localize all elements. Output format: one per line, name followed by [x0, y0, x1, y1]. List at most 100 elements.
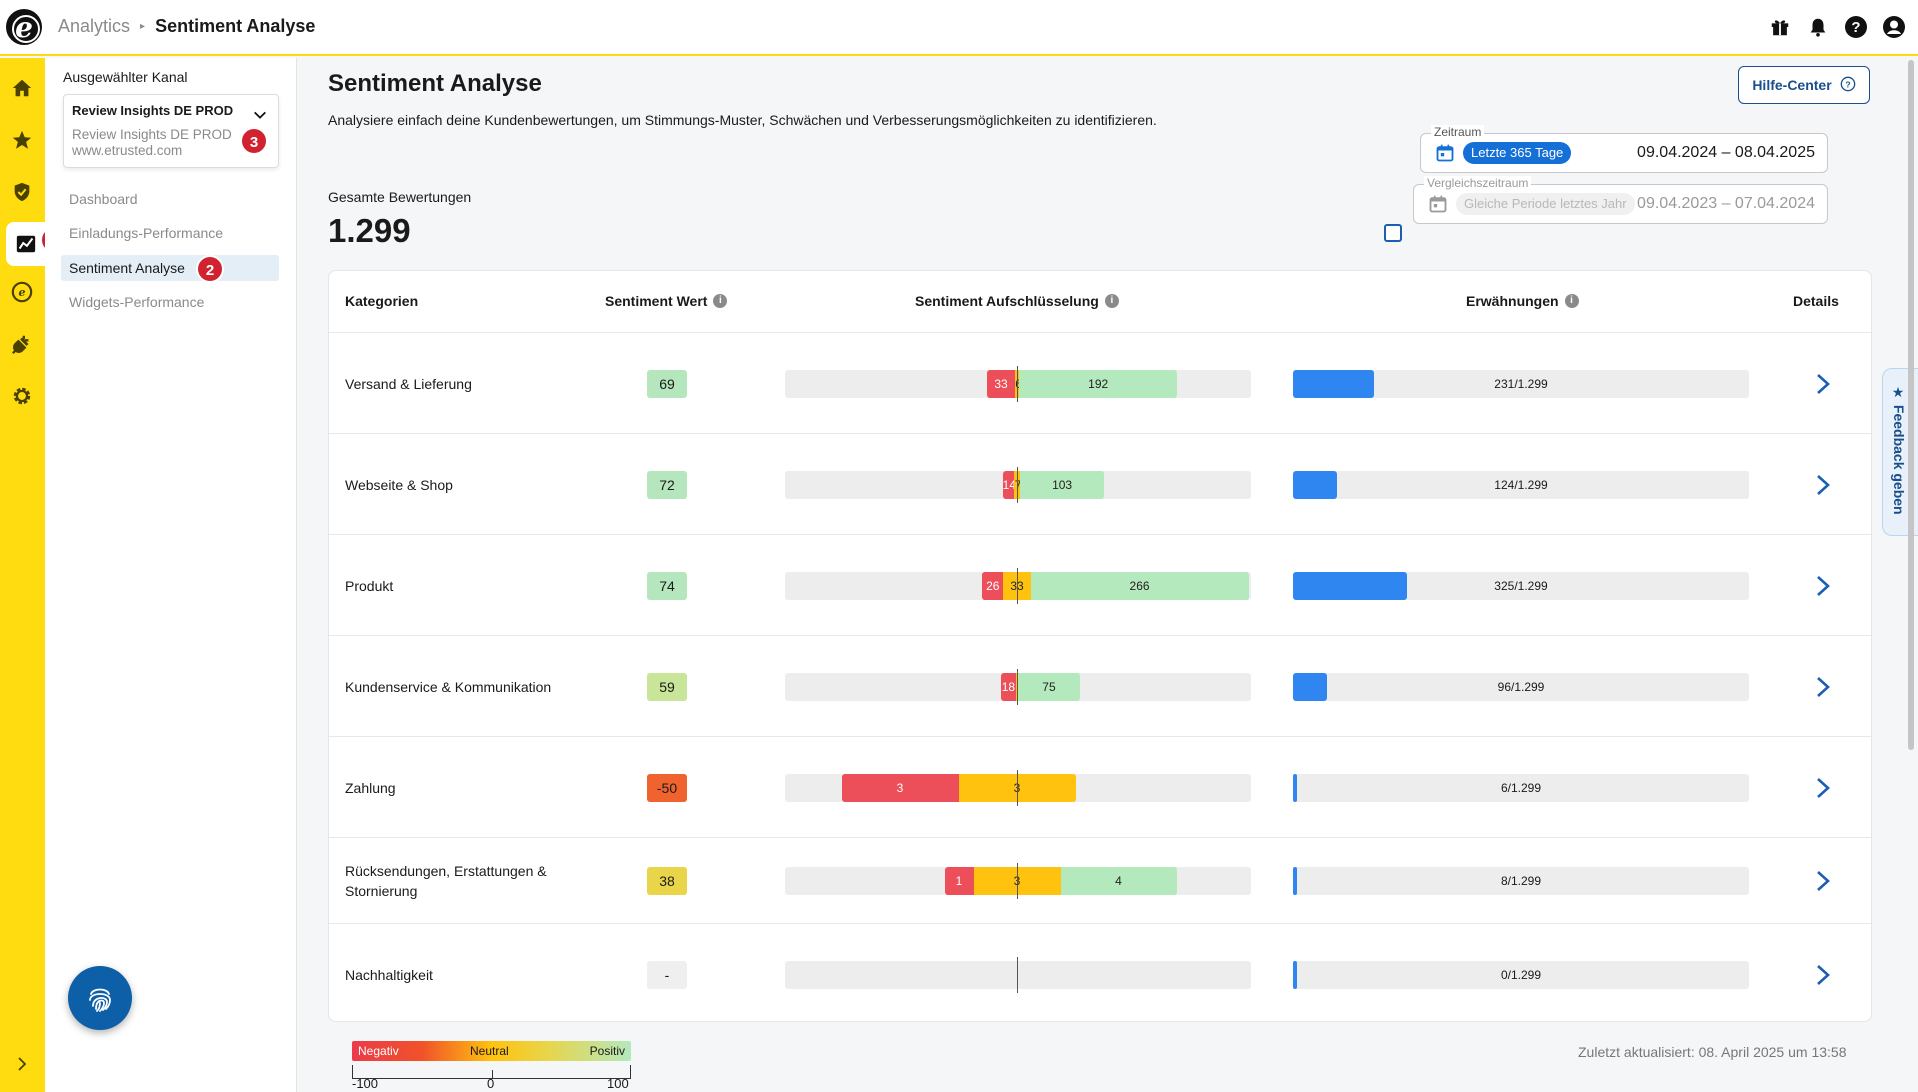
analytics-icon[interactable]	[6, 222, 45, 266]
mentions-bar: 325/1.299	[1293, 571, 1749, 600]
mentions-value: 6/1.299	[1500, 780, 1542, 795]
channel-selector[interactable]: Review Insights DE PROD Review Insights …	[63, 94, 279, 168]
details-chevron-icon[interactable]	[1811, 774, 1835, 802]
category-name: Nachhaltigkeit	[345, 966, 433, 983]
help-icon[interactable]: ?	[1844, 15, 1868, 39]
info-icon[interactable]: i	[713, 294, 728, 308]
nav-dashboard[interactable]: Dashboard	[69, 191, 138, 207]
compare-checkbox[interactable]	[1384, 224, 1402, 242]
table-row: Webseite & Shop 72 14 7 103 124/1.299	[329, 434, 1871, 535]
sentiment-breakdown-bar: 33	[785, 769, 1251, 806]
bell-icon[interactable]	[1806, 15, 1830, 39]
breakdown-segment-positive: 75	[1018, 672, 1080, 701]
mentions-value: 0/1.299	[1500, 967, 1542, 982]
period-legend: Zeitraum	[1431, 125, 1485, 139]
breakdown-center-line	[1017, 769, 1018, 806]
mentions-value: 8/1.299	[1500, 874, 1542, 888]
legend-gradient: Negativ Neutral Positiv	[352, 1041, 631, 1061]
account-icon[interactable]	[1882, 15, 1906, 39]
chevron-down-icon[interactable]	[252, 107, 268, 128]
info-icon[interactable]: i	[1564, 294, 1579, 308]
info-icon[interactable]: i	[1104, 294, 1119, 308]
breadcrumb-root[interactable]: Analytics	[58, 16, 131, 36]
mentions-bar: 6/1.299	[1293, 773, 1749, 802]
mentions-bar: 96/1.299	[1293, 672, 1749, 701]
details-chevron-icon[interactable]	[1811, 471, 1835, 499]
table-row: Versand & Lieferung 69 336192 231/1.299	[329, 333, 1871, 434]
total-reviews-label: Gesamte Bewertungen	[328, 189, 472, 205]
period-chip[interactable]: Letzte 365 Tage	[1463, 142, 1572, 164]
breadcrumb: Analytics ▸ Sentiment Analyse	[58, 16, 315, 37]
gear-icon[interactable]	[6, 380, 38, 412]
scrollbar[interactable]	[1908, 60, 1914, 750]
plug-icon[interactable]	[6, 328, 38, 360]
mentions-bar: 0/1.299	[1293, 960, 1749, 989]
breakdown-segment-neutral: 33	[1003, 571, 1031, 600]
step-badge-3: 3	[240, 127, 268, 155]
mentions-bar: 231/1.299	[1293, 369, 1749, 398]
details-chevron-icon[interactable]	[1811, 370, 1835, 398]
sub-navigation: Ausgewählter Kanal Review Insights DE PR…	[45, 58, 297, 1092]
breadcrumb-separator-icon: ▸	[140, 21, 146, 32]
category-name: Zahlung	[345, 779, 396, 796]
breakdown-segment-positive: 4	[1060, 867, 1177, 895]
sentiment-breakdown-bar: 2633266	[785, 567, 1251, 604]
breakdown-center-line	[1017, 863, 1018, 899]
svg-text:e: e	[19, 286, 26, 299]
header-mentions: Erwähnungen i	[1466, 293, 1579, 309]
star-icon[interactable]	[6, 124, 38, 156]
mentions-value: 325/1.299	[1494, 578, 1548, 593]
breakdown-center-line	[1017, 956, 1018, 993]
sentiment-legend: Negativ Neutral Positiv -100 0 100	[352, 1041, 642, 1092]
channel-subname: Review Insights DE PROD	[72, 127, 232, 142]
sentiment-breakdown-bar: 134	[785, 863, 1251, 899]
calendar-disabled-icon	[1428, 194, 1448, 219]
legend-min: -100	[352, 1076, 379, 1091]
sentiment-score: 74	[647, 571, 687, 600]
breakdown-segment-negative: 26	[982, 571, 1004, 600]
sentiment-breakdown-bar: 18375	[785, 668, 1251, 705]
table-row: Produkt 74 2633266 325/1.299	[329, 535, 1871, 636]
breakdown-segment-positive: 266	[1030, 571, 1249, 600]
shield-icon[interactable]	[6, 176, 38, 208]
mentions-fill	[1293, 369, 1375, 398]
top-bar: e Analytics ▸ Sentiment Analyse ?	[0, 0, 1918, 56]
details-chevron-icon[interactable]	[1811, 867, 1835, 895]
help-center-button[interactable]: Hilfe-Center ?	[1738, 66, 1870, 104]
fingerprint-button[interactable]	[68, 966, 132, 1030]
sentiment-score: 72	[647, 470, 687, 499]
credits-icon[interactable]: e	[6, 276, 38, 308]
mentions-fill	[1293, 773, 1297, 802]
main-content: Sentiment Analyse Analysiere einfach dei…	[298, 58, 1918, 1092]
details-chevron-icon[interactable]	[1811, 961, 1835, 989]
category-name: Produkt	[345, 577, 394, 594]
breakdown-segment-negative: 18	[1001, 672, 1016, 701]
header-details: Details	[1793, 293, 1839, 309]
nav-invitation-performance[interactable]: Einladungs-Performance	[69, 225, 224, 241]
header-breakdown: Sentiment Aufschlüsselung i	[915, 293, 1119, 309]
home-icon[interactable]	[6, 72, 38, 104]
svg-text:?: ?	[1845, 79, 1850, 89]
period-range: 09.04.2024 – 08.04.2025	[1637, 144, 1815, 161]
feedback-label: ★ Feedback geben	[1891, 385, 1907, 515]
compare-field[interactable]: Vergleichszeitraum Gleiche Periode letzt…	[1413, 176, 1828, 224]
details-chevron-icon[interactable]	[1811, 673, 1835, 701]
sentiment-breakdown-bar: 14 7 103	[785, 466, 1251, 503]
legend-ticks: -100 0 100	[352, 1076, 642, 1092]
nav-sentiment-analysis[interactable]: Sentiment Analyse	[61, 255, 279, 281]
category-name: Rücksendungen, Erstattungen & Stornierun…	[345, 863, 547, 899]
mentions-bar: 124/1.299	[1293, 470, 1749, 499]
table-header: Kategorien Sentiment Wert i Sentiment Auf…	[329, 271, 1871, 333]
mentions-value: 231/1.299	[1494, 376, 1548, 391]
details-chevron-icon[interactable]	[1811, 572, 1835, 600]
sentiment-score: -	[647, 960, 687, 989]
legend-negative: Negativ	[358, 1044, 399, 1058]
nav-widgets-performance[interactable]: Widgets-Performance	[69, 294, 205, 310]
breakdown-segment-positive: 103	[1019, 470, 1105, 499]
gift-icon[interactable]	[1768, 15, 1792, 39]
etrusted-logo[interactable]: e	[6, 9, 42, 45]
expand-chevron-icon[interactable]	[6, 1048, 38, 1080]
period-field[interactable]: Zeitraum Letzte 365 Tage 09.04.2024 – 08…	[1420, 125, 1828, 173]
header-categories: Kategorien	[345, 293, 419, 309]
channel-name: Review Insights DE PROD	[72, 103, 234, 118]
